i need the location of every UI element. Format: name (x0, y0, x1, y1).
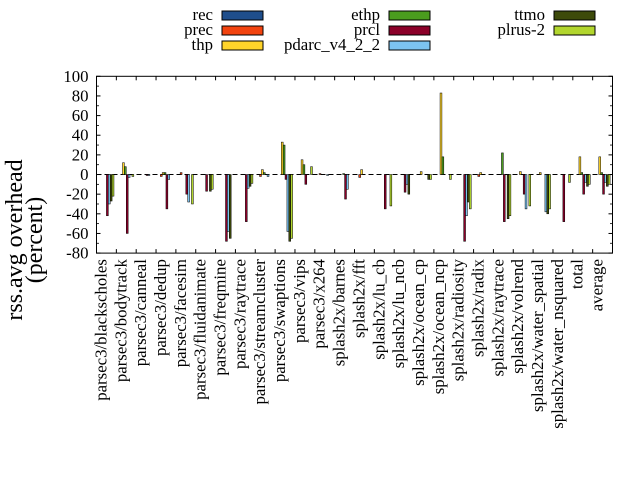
svg-text:parsec3/freqmine: parsec3/freqmine (211, 259, 230, 375)
svg-text:parsec3/dedup: parsec3/dedup (151, 259, 170, 356)
svg-text:splash2x/barnes: splash2x/barnes (330, 259, 349, 366)
svg-text:splash2x/radix: splash2x/radix (469, 259, 488, 357)
svg-text:(percent): (percent) (22, 197, 48, 284)
svg-text:60: 60 (72, 106, 89, 125)
svg-text:splash2x/water_nsquared: splash2x/water_nsquared (548, 258, 567, 428)
svg-text:plrus-2: plrus-2 (497, 20, 545, 39)
svg-text:parsec3/fluidanimate: parsec3/fluidanimate (191, 259, 210, 400)
svg-text:splash2x/ocean_cp: splash2x/ocean_cp (409, 259, 428, 386)
svg-text:pdarc_v4_2_2: pdarc_v4_2_2 (284, 35, 380, 54)
svg-text:-40: -40 (66, 204, 88, 223)
svg-text:splash2x/lu_ncb: splash2x/lu_ncb (389, 259, 408, 368)
svg-text:parsec3/raytrace: parsec3/raytrace (230, 259, 249, 369)
svg-text:-80: -80 (66, 244, 88, 263)
svg-text:0: 0 (80, 165, 88, 184)
svg-text:80: 80 (72, 86, 89, 105)
svg-text:100: 100 (63, 67, 88, 86)
svg-text:parsec3/blackscholes: parsec3/blackscholes (91, 259, 110, 401)
svg-text:total: total (568, 259, 587, 289)
svg-text:parsec3/bodytrack: parsec3/bodytrack (111, 258, 130, 382)
svg-text:splash2x/volrend: splash2x/volrend (508, 259, 527, 374)
svg-text:40: 40 (72, 126, 89, 145)
svg-text:parsec3/swaptions: parsec3/swaptions (270, 259, 289, 382)
svg-text:20: 20 (72, 145, 89, 164)
svg-text:parsec3/streamcluster: parsec3/streamcluster (250, 259, 269, 405)
svg-text:parsec3/canneal: parsec3/canneal (131, 259, 150, 366)
svg-text:parsec3/facesim: parsec3/facesim (171, 259, 190, 367)
svg-text:splash2x/water_spatial: splash2x/water_spatial (528, 259, 547, 412)
svg-text:-20: -20 (66, 185, 88, 204)
svg-text:splash2x/radiosity: splash2x/radiosity (449, 258, 468, 381)
svg-text:parsec3/x264: parsec3/x264 (310, 259, 329, 349)
svg-text:splash2x/ocean_ncp: splash2x/ocean_ncp (429, 259, 448, 394)
svg-text:-60: -60 (66, 224, 88, 243)
svg-text:thp: thp (192, 35, 213, 54)
svg-text:splash2x/fft: splash2x/fft (349, 259, 368, 338)
svg-text:splash2x/lu_cb: splash2x/lu_cb (369, 259, 388, 360)
svg-text:parsec3/vips: parsec3/vips (290, 259, 309, 343)
svg-text:average: average (588, 259, 607, 311)
svg-text:splash2x/raytrace: splash2x/raytrace (488, 259, 507, 376)
